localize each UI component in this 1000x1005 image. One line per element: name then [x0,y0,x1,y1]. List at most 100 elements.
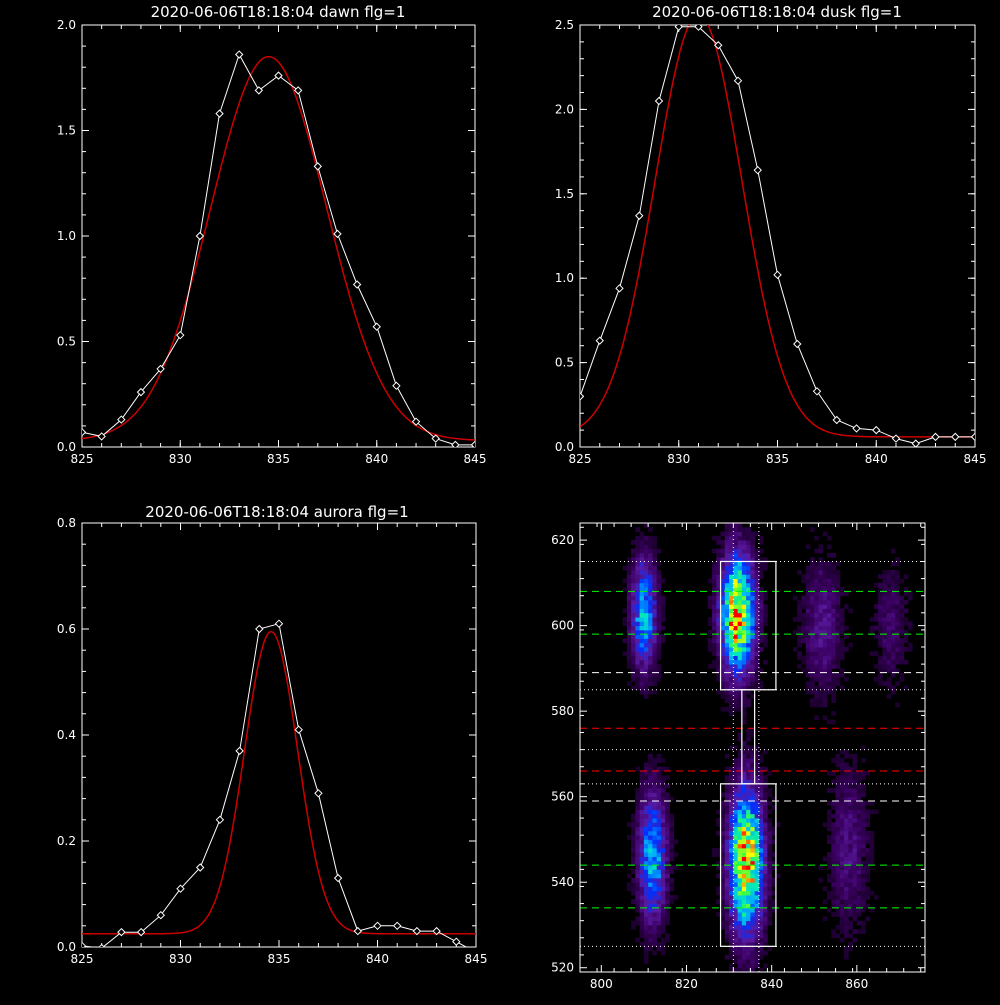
heatmap-cell [754,869,760,875]
heatmap-cell [754,916,760,922]
heatmap-cell [886,629,892,635]
heatmap-cell [835,608,841,614]
data-point [812,387,822,396]
heatmap-cell [814,651,819,656]
heatmap-cell [801,625,807,631]
heatmap-cell [805,617,811,622]
heatmap-cell [635,595,641,601]
heatmap-cell [839,886,845,892]
heatmap-cell [814,565,819,571]
heatmap-cell [852,839,858,845]
heatmap-cell [746,668,751,674]
heatmap-cell [852,886,858,892]
heatmap-cell [729,813,734,819]
heatmap-cell [660,886,666,892]
heatmap-cell [754,565,760,571]
heatmap-cell [716,565,721,571]
heatmap-cell [652,668,658,674]
heatmap-cell [724,813,730,819]
heatmap-cell [831,685,836,691]
heatmap-cell [635,800,641,806]
heatmap-cell [746,599,751,605]
heatmap-cell [648,937,653,943]
heatmap-cell [656,886,662,892]
heatmap-cell [886,578,892,584]
data-point [294,725,303,734]
heatmap-cell [643,535,649,541]
heatmap-cell [635,544,641,550]
heatmap-cell [835,779,841,785]
heatmap-cell [856,882,862,887]
heatmap-cell [767,916,773,922]
heatmap-cell [758,561,764,567]
heatmap-cell [839,642,845,648]
heatmap-cell [720,625,726,631]
heatmap-cell [814,659,819,665]
heatmap-cell [754,800,760,806]
heatmap-cell [733,942,738,947]
heatmap-cell [631,578,636,584]
heatmap-cell [733,933,738,939]
heatmap-cell [712,582,717,588]
heatmap-cell [716,642,721,648]
heatmap-cell [741,552,747,558]
heatmap-cell [805,647,811,652]
heatmap-cell [810,612,815,618]
heatmap-cell [635,882,641,887]
heatmap-cell [839,809,845,815]
x-tick-label: 835 [766,452,789,466]
heatmap-cell [660,775,666,780]
heatmap-cell [626,565,632,571]
heatmap-cell [669,835,675,840]
heatmap-cell [750,822,756,828]
heatmap-cell [724,582,730,588]
heatmap-cell [712,634,717,639]
heatmap-cell [848,800,853,806]
heatmap-cell [750,540,756,545]
heatmap-cell [835,933,841,939]
heatmap-cell [801,595,807,601]
heatmap-cell [827,676,832,682]
heatmap-cell [746,959,751,964]
heatmap-cell [848,873,853,879]
heatmap-cell [767,856,773,862]
heatmap-cell [746,954,751,960]
heatmap-cell [643,599,649,605]
data-point [773,270,782,280]
heatmap-cell [741,847,747,853]
heatmap-cell [746,762,751,768]
heatmap-cell [754,587,760,592]
heatmap-cell [754,595,760,601]
y-tick-label: 1.5 [57,124,76,138]
heatmap-cell [673,895,679,900]
heatmap-cell [895,578,900,584]
heatmap-cell [631,540,636,545]
heatmap-cell [827,818,832,823]
heatmap-cell [856,886,862,892]
heatmap-cell [741,873,747,879]
heatmap-cell [724,847,730,853]
heatmap-cell [724,783,730,789]
heatmap-cell [758,895,764,900]
heatmap-cell [724,839,730,845]
heatmap-cell [750,574,756,579]
heatmap-cell [652,535,658,541]
heatmap-cell [648,604,653,609]
heatmap-cell [848,886,853,892]
heatmap-cell [660,813,666,819]
heatmap-cell [754,762,760,768]
heatmap-cell [835,783,841,789]
heatmap-cell [750,929,756,934]
heatmap-cell [758,617,764,622]
heatmap-cell [852,788,858,793]
heatmap-cell [763,822,768,828]
heatmap-cell [861,758,866,763]
heatmap-cell [737,839,743,845]
heatmap-cell [827,800,832,806]
heatmap-cell [635,651,641,656]
heatmap-cell [750,732,756,738]
heatmap-cell [822,689,828,695]
x-tick-label: 800 [590,977,613,991]
heatmap-cell [643,612,649,618]
heatmap-cell [729,766,734,772]
